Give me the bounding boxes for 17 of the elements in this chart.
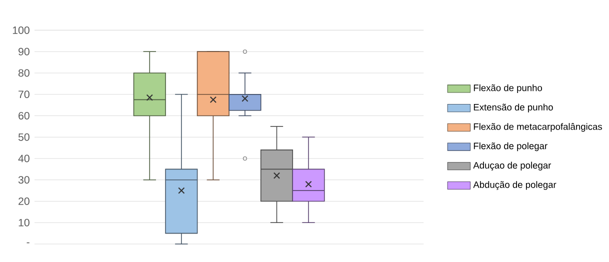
legend-label: Abdução de polegar: [473, 181, 556, 190]
legend-label: Flexão de punho: [474, 84, 542, 94]
y-tick-label: -: [26, 242, 30, 244]
legend-label: Aduçao de polegar: [473, 162, 552, 171]
y-tick-label: 50: [18, 133, 30, 141]
legend-label: Flexão de polegar: [474, 142, 548, 152]
y-tick-label: 10: [18, 218, 30, 226]
y-tick-label: 40: [18, 154, 30, 162]
y-tick-label: 80: [18, 69, 30, 77]
y-tick-label: 100: [12, 26, 30, 34]
legend-label: Flexão de metacarpofalângicas: [474, 123, 602, 132]
y-tick-label: 60: [18, 112, 30, 120]
y-tick-label: 70: [18, 90, 30, 98]
y-tick-label: 30: [18, 176, 30, 184]
y-tick-label: 20: [18, 198, 30, 206]
y-tick-label: 90: [18, 48, 30, 56]
legend-label: Extensão de punho: [474, 104, 553, 112]
